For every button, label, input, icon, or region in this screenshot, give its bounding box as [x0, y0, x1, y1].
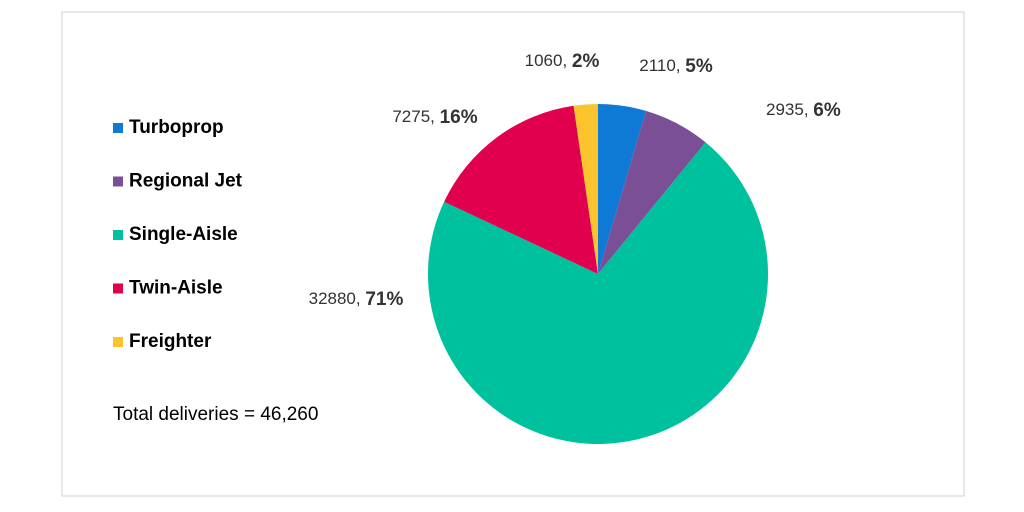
pie-slice — [573, 104, 598, 274]
legend-swatch — [113, 176, 123, 187]
legend-label: Twin-Aisle — [129, 278, 223, 299]
legend-swatch — [113, 337, 123, 347]
annotation: Total deliveries = 46,260 — [113, 404, 318, 425]
pie-slice — [444, 105, 598, 274]
legend-swatch — [113, 123, 123, 133]
data-label: 32880, 71% — [309, 289, 404, 310]
legend-label: Freighter — [129, 331, 212, 352]
data-label: 7275, 16% — [392, 107, 477, 128]
pie-slice — [598, 110, 706, 274]
pie-slice — [428, 142, 768, 444]
data-label: 2110, 5% — [639, 56, 713, 77]
legend-swatch — [113, 230, 123, 240]
legend-label: Single-Aisle — [129, 224, 238, 245]
pie-slice — [598, 104, 647, 274]
legend-label: Turboprop — [129, 117, 224, 138]
data-label: 2935, 6% — [766, 100, 841, 121]
legend-swatch — [113, 283, 123, 294]
legend-label: Regional Jet — [129, 171, 243, 192]
data-label: 1060, 2% — [525, 51, 600, 72]
